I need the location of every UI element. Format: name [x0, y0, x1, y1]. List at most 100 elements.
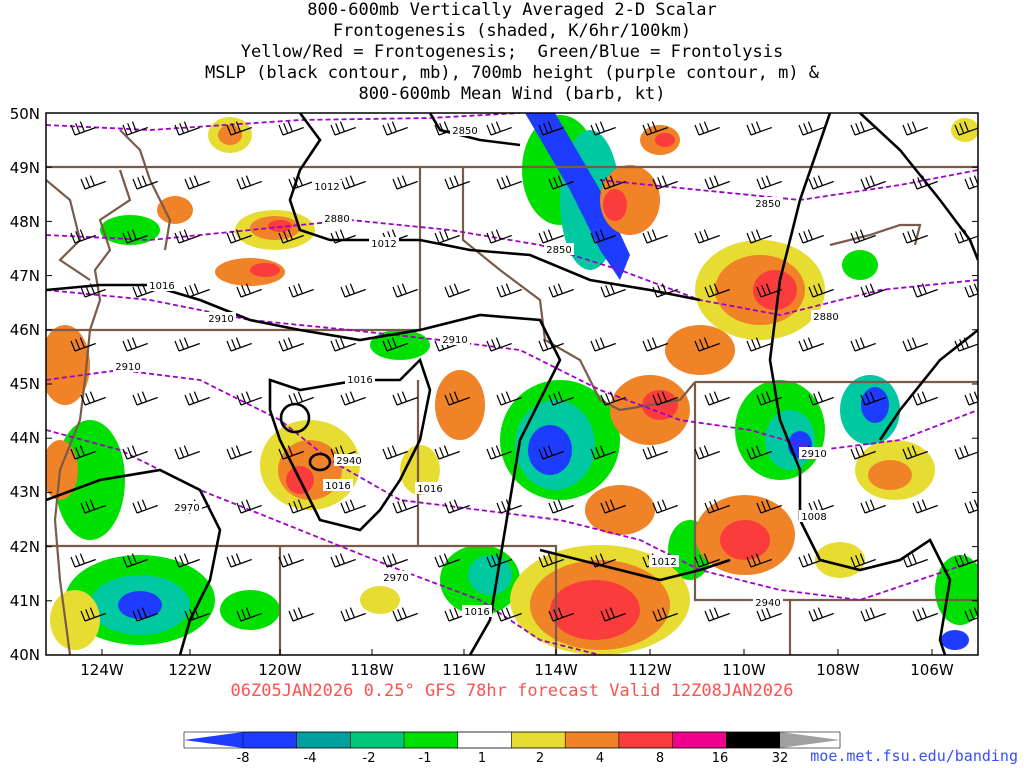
wind-barb — [392, 607, 418, 622]
wind-barb — [132, 499, 158, 514]
wind-barb — [694, 121, 720, 136]
wind-barb — [236, 391, 262, 406]
lon-label: 114W — [534, 661, 578, 679]
frontogenesis-area — [868, 460, 912, 490]
wind-barb — [330, 553, 356, 568]
colorbar-cell — [350, 731, 405, 749]
wind-barb — [132, 283, 158, 298]
lat-label: 43N — [10, 483, 40, 501]
frontolysis-area — [100, 215, 160, 245]
wind-barb — [382, 337, 408, 352]
wind-barb — [850, 553, 876, 568]
title-line: Yellow/Red = Frontogenesis; Green/Blue =… — [240, 42, 784, 62]
border-line — [693, 382, 978, 602]
source-credit[interactable]: moe.met.fsu.edu/banding — [810, 747, 1018, 765]
wind-barb — [70, 553, 96, 568]
wind-barb — [122, 553, 148, 568]
wind-barb — [860, 391, 886, 406]
lat-label: 42N — [10, 538, 40, 556]
colorbar-label: 1 — [478, 751, 486, 766]
wind-barb — [704, 499, 730, 514]
colorbar-label: 32 — [772, 751, 789, 766]
lon-label: 110W — [722, 661, 766, 679]
lon-label: 112W — [628, 661, 672, 679]
colorbar-cell — [564, 731, 620, 749]
lat-label: 46N — [10, 321, 40, 339]
wind-barb — [964, 283, 978, 298]
wind-barb — [746, 553, 772, 568]
mslp-label: 1016 — [149, 281, 174, 292]
wind-barb — [184, 391, 210, 406]
wind-barb — [226, 121, 252, 136]
wind-barb — [288, 283, 314, 298]
wind-barb — [652, 607, 678, 622]
wind-barb — [642, 121, 668, 136]
wind-barb — [184, 175, 210, 190]
coastline — [53, 329, 92, 655]
colorbar-cell — [403, 731, 459, 749]
wind-barb — [538, 445, 564, 460]
wind-barb — [80, 499, 106, 514]
frontogenesis-area — [268, 220, 292, 232]
wind-barb — [590, 337, 616, 352]
mslp-label: 1016 — [464, 607, 489, 618]
colorbar-cell — [457, 731, 512, 749]
lat-label: 47N — [10, 267, 40, 285]
wind-barb — [226, 445, 252, 460]
wind-barb — [538, 553, 564, 568]
colorbar: -8 -4 -2 -1 1 2 4 8 16 32 — [183, 731, 841, 766]
frontolysis-area — [118, 591, 162, 619]
frontogenesis-area — [655, 133, 675, 147]
mslp-contour — [46, 283, 562, 655]
wind-barb — [798, 229, 824, 244]
wind-barb — [652, 175, 678, 190]
wind-barb — [486, 229, 512, 244]
wind-barb — [600, 499, 626, 514]
colorbar-label: -4 — [304, 751, 317, 766]
border-line — [461, 167, 696, 412]
height-contour — [46, 289, 978, 451]
mslp-contour — [768, 113, 952, 655]
colorbar-label: -1 — [419, 751, 432, 766]
wind-barb — [434, 553, 460, 568]
wind-barb — [392, 175, 418, 190]
wind-barb — [236, 499, 262, 514]
wind-barb — [756, 283, 782, 298]
title-line: 800-600mb Vertically Averaged 2-D Scalar — [307, 0, 717, 20]
height-label: 2970 — [174, 503, 199, 514]
lon-label: 124W — [80, 661, 124, 679]
colorbar-cell — [296, 731, 351, 749]
colorbar-cell — [672, 731, 727, 749]
wind-barb — [392, 499, 418, 514]
latitude-axis: 50N 49N 48N 47N 46N 45N 44N 43N 42N 41N … — [10, 105, 40, 664]
lat-label: 44N — [10, 429, 40, 447]
wind-barb — [174, 337, 200, 352]
wind-barb — [226, 229, 252, 244]
lat-label: 41N — [10, 592, 40, 610]
lat-label: 40N — [10, 646, 40, 664]
wind-barb — [70, 229, 96, 244]
lon-label: 108W — [816, 661, 860, 679]
state-borders — [46, 129, 978, 655]
lon-label: 118W — [350, 661, 394, 679]
lon-label: 120W — [258, 661, 302, 679]
border-line — [418, 544, 558, 655]
frontogenesis-area — [720, 520, 770, 560]
wind-barb — [70, 121, 96, 136]
wind-barb — [912, 283, 938, 298]
mslp-label: 1008 — [801, 512, 826, 523]
colorbar-cells — [242, 731, 781, 749]
frontolysis-area — [861, 387, 889, 423]
colorbar-cell — [511, 731, 566, 749]
wind-barb — [174, 121, 200, 136]
wind-barb — [600, 607, 626, 622]
wind-barb — [912, 175, 938, 190]
wind-barb — [850, 445, 876, 460]
wind-barb — [330, 121, 356, 136]
height-label: 2940 — [755, 598, 780, 609]
wind-barb — [756, 175, 782, 190]
title-line: Frontogenesis (shaded, K/6hr/100km) — [332, 21, 692, 41]
wind-barb — [496, 283, 522, 298]
height-contour — [46, 219, 978, 316]
